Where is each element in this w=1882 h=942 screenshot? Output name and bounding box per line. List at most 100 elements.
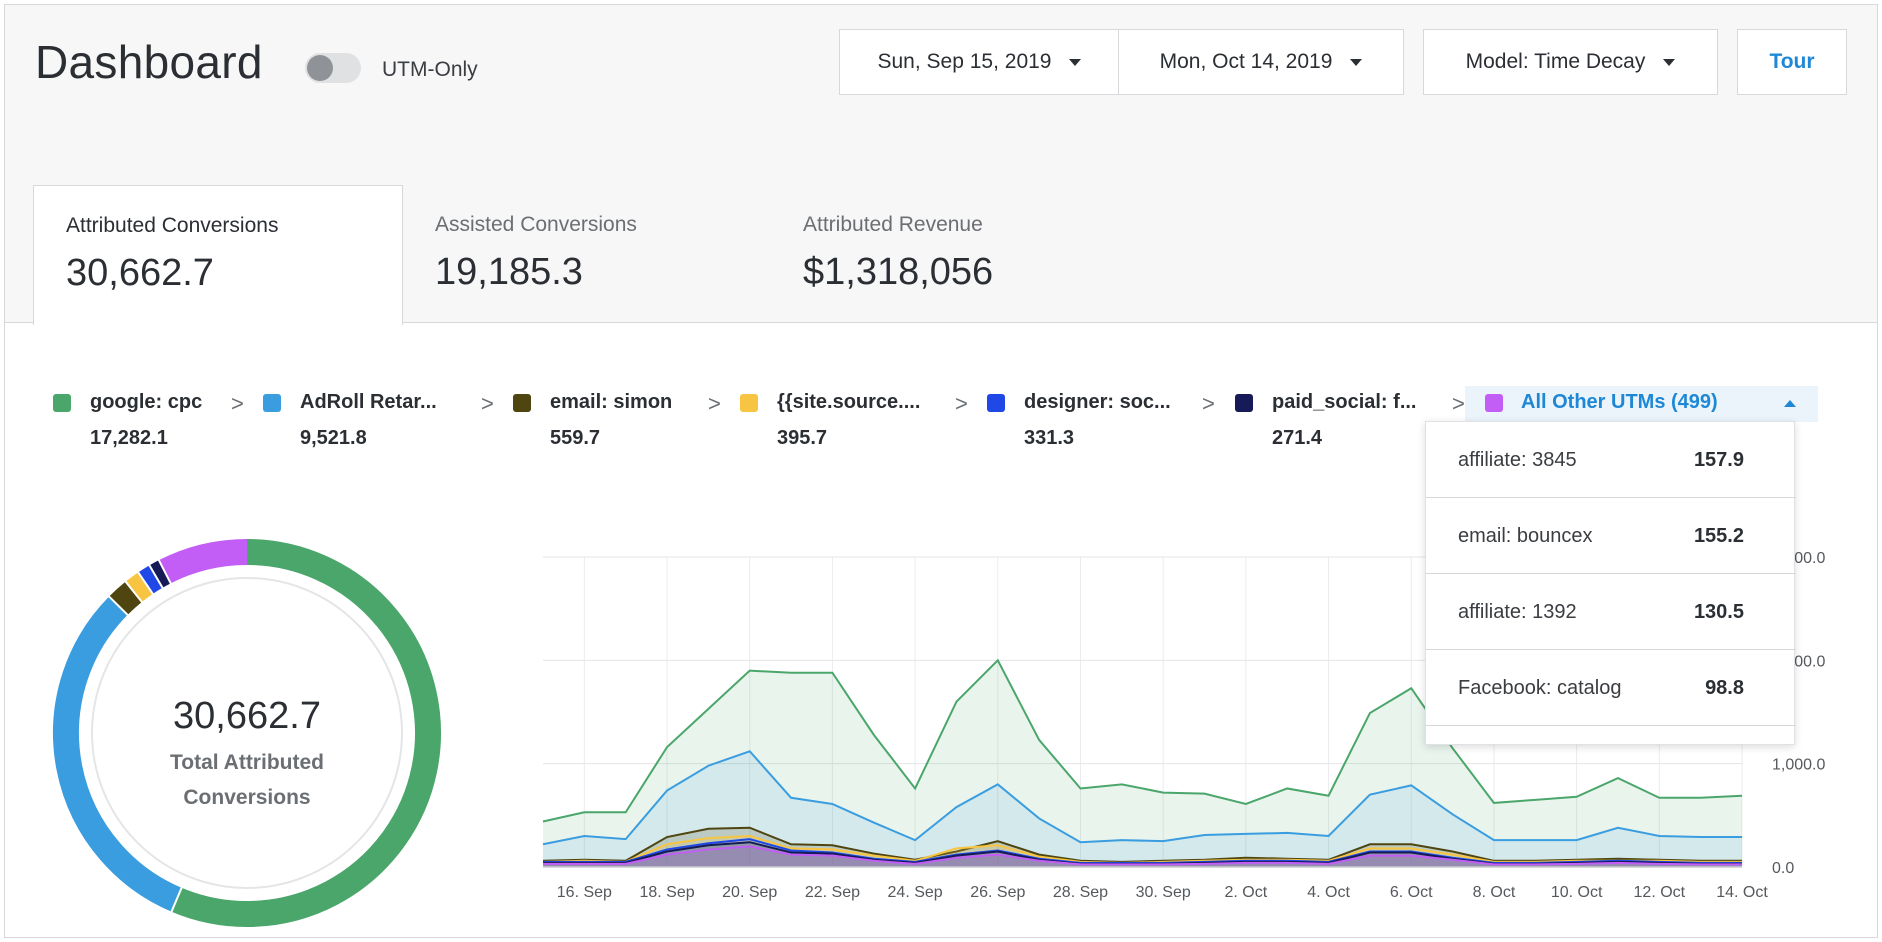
tab-label: Assisted Conversions [435, 213, 637, 236]
legend-value: 331.3 [1024, 427, 1075, 449]
dropdown-item[interactable]: email: bouncex 155.2 [1426, 498, 1796, 574]
tab-label: Attributed Conversions [66, 214, 279, 237]
legend-swatch [1485, 394, 1503, 412]
dropdown-item-value: 155.2 [1693, 525, 1744, 547]
caret-down-icon [1069, 58, 1082, 66]
donut-slice-separator [107, 595, 129, 617]
dropdown-item-name: Facebook: catalog [1458, 677, 1622, 699]
legend-swatch [53, 394, 71, 412]
utm-only-toggle[interactable] [305, 53, 361, 83]
tab-attributed-conversions[interactable]: Attributed Conversions 30,662.7 [33, 185, 403, 325]
x-tick-label: 22. Sep [805, 884, 860, 901]
x-tick-label: 10. Oct [1551, 884, 1603, 901]
other-utms-dropdown-menu: affiliate: 3845 157.9 email: bouncex 155… [1425, 421, 1796, 745]
end-date-picker[interactable]: Mon, Oct 14, 2019 [1118, 29, 1404, 95]
donut-slice-5[interactable] [149, 560, 171, 588]
donut-slice-separator [124, 580, 144, 604]
legend-item-email-simon[interactable]: email: simon 559.7 [513, 391, 713, 451]
legend-name: email: simon [550, 391, 673, 413]
x-tick-label: 26. Sep [970, 884, 1025, 901]
x-tick-label: 18. Sep [639, 884, 694, 901]
toggle-knob [307, 55, 333, 81]
caret-down-icon [1350, 58, 1363, 66]
donut-total-value: 30,662.7 [173, 695, 321, 737]
donut-caption-line-1: Total Attributed [170, 751, 324, 774]
legend-name: google: cpc [90, 391, 203, 413]
legend-value: 17,282.1 [90, 427, 168, 449]
dashboard-frame: Dashboard UTM-Only Sun, Sep 15, 2019 Mon… [4, 4, 1878, 938]
legend-item-adroll[interactable]: AdRoll Retar... 9,521.8 [263, 391, 463, 451]
model-select[interactable]: Model: Time Decay [1423, 29, 1718, 95]
legend-swatch [987, 394, 1005, 412]
legend-swatch [1235, 394, 1253, 412]
dropdown-item-name: affiliate: 3845 [1458, 449, 1577, 471]
donut-slice-2[interactable] [109, 581, 143, 615]
donut-slice-3[interactable] [125, 572, 153, 603]
tab-assisted-conversions[interactable]: Assisted Conversions 19,185.3 [403, 185, 771, 325]
legend-value: 271.4 [1272, 427, 1323, 449]
x-tick-label: 30. Sep [1136, 884, 1191, 901]
donut-slice-0[interactable] [171, 539, 441, 927]
x-tick-label: 24. Sep [888, 884, 943, 901]
x-tick-label: 28. Sep [1053, 884, 1108, 901]
dropdown-item-name: affiliate: 1392 [1458, 601, 1577, 623]
legend-item-paid-social[interactable]: paid_social: f... 271.4 [1235, 391, 1435, 451]
series-line-4[interactable] [543, 838, 1742, 864]
all-other-utms-label: All Other UTMs (499) [1521, 391, 1718, 413]
caret-up-icon [1784, 400, 1796, 407]
x-tick-label: 20. Sep [722, 884, 777, 901]
all-other-utms-dropdown[interactable]: All Other UTMs (499) [1465, 386, 1818, 422]
start-date-label: Sun, Sep 15, 2019 [877, 50, 1052, 73]
dropdown-item[interactable]: affiliate: 1392 130.5 [1426, 574, 1796, 650]
end-date-label: Mon, Oct 14, 2019 [1159, 50, 1333, 73]
series-line-0[interactable] [542, 658, 1743, 823]
donut-slice-4[interactable] [138, 565, 163, 594]
legend-swatch [513, 394, 531, 412]
dropdown-item-value: 98.8 [1705, 677, 1744, 699]
series-line-6[interactable] [543, 845, 1742, 866]
x-tick-label: 14. Oct [1716, 884, 1768, 901]
legend-value: 9,521.8 [300, 427, 367, 449]
donut-caption: Total Attributed Conversions [49, 745, 445, 815]
page-title: Dashboard [35, 36, 263, 88]
legend-item-designer[interactable]: designer: soc... 331.3 [987, 391, 1187, 451]
chevron-right-icon: > [955, 391, 968, 416]
legend-item-google-cpc[interactable]: google: cpc 17,282.1 [53, 391, 223, 451]
donut-slice-separator [157, 558, 173, 585]
dropdown-item-value: 130.5 [1693, 601, 1744, 623]
series-area-5 [543, 842, 1742, 867]
dropdown-item[interactable]: affiliate: 3845 157.9 [1426, 422, 1796, 498]
tab-value: $1,318,056 [803, 251, 994, 293]
tour-button[interactable]: Tour [1737, 29, 1847, 95]
chevron-right-icon: > [231, 391, 244, 416]
donut-slice-separator [170, 886, 183, 914]
y-tick-label: 0.0 [1772, 860, 1794, 877]
legend-item-site-source[interactable]: {{site.source.... 395.7 [740, 391, 940, 451]
x-tick-label: 12. Oct [1634, 884, 1686, 901]
series-line-1[interactable] [542, 750, 1742, 846]
tab-attributed-revenue[interactable]: Attributed Revenue $1,318,056 [771, 185, 1139, 325]
x-tick-label: 4. Oct [1307, 884, 1350, 901]
donut-chart [53, 539, 441, 927]
donut-slice-separator [136, 570, 155, 596]
chevron-right-icon: > [708, 391, 721, 416]
legend-value: 395.7 [777, 427, 828, 449]
donut-slice-1[interactable] [53, 596, 182, 912]
x-tick-label: 8. Oct [1473, 884, 1516, 901]
legend-swatch [263, 394, 281, 412]
donut-slice-separator [148, 563, 164, 590]
series-area-6 [543, 846, 1742, 867]
caret-down-icon [1663, 58, 1676, 66]
series-area-1 [543, 751, 1742, 867]
legend-name: {{site.source.... [777, 391, 921, 413]
start-date-picker[interactable]: Sun, Sep 15, 2019 [839, 29, 1120, 95]
dropdown-item[interactable]: Facebook: catalog 98.8 [1426, 650, 1796, 726]
tab-value: 30,662.7 [66, 252, 214, 294]
x-tick-label: 6. Oct [1390, 884, 1433, 901]
donut-slice-6[interactable] [158, 539, 248, 584]
model-label: Model: Time Decay [1465, 50, 1646, 73]
series-line-2[interactable] [542, 826, 1742, 863]
x-tick-label: 16. Sep [557, 884, 612, 901]
tab-value: 19,185.3 [435, 251, 583, 293]
x-tick-label: 2. Oct [1225, 884, 1268, 901]
